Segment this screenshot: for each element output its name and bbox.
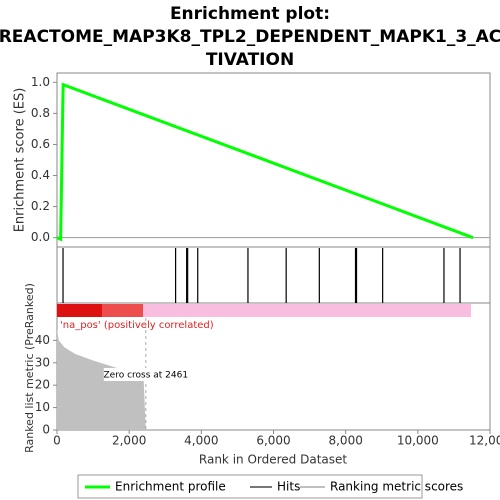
y-tick-label: 0.2 [31, 199, 50, 213]
y-tick-label: 0.4 [31, 168, 50, 182]
x-tick-label: 4,000 [184, 434, 218, 448]
y-tick-label: 30 [35, 355, 50, 369]
ranking-color-bar [57, 304, 471, 317]
color-bar-segment [102, 304, 143, 317]
y-tick-label: 0 [42, 423, 50, 437]
chart-title: Enrichment plot: [170, 4, 330, 24]
x-tick-label: 12,000 [469, 434, 500, 448]
x-tick-label: 2,000 [112, 434, 146, 448]
y-tick-label: 20 [35, 378, 50, 392]
y-tick-label: 40 [35, 333, 50, 347]
y-tick-label: 10 [35, 400, 50, 414]
legend-label: Ranking metric scores [330, 480, 463, 494]
y-axis-label: Enrichment score (ES) [13, 88, 28, 233]
annotation-bg [103, 368, 188, 381]
legend-label: Hits [277, 480, 300, 494]
metric-area [57, 329, 146, 430]
legend-label: Enrichment profile [115, 480, 226, 494]
x-axis-label: Rank in Ordered Dataset [199, 453, 347, 467]
chart-title: REACTOME_MAP3K8_TPL2_DEPENDENT_MAPK1_3_A… [0, 27, 500, 47]
color-bar-segment [57, 304, 102, 317]
y-axis-label: Ranked list metric (PreRanked) [23, 283, 36, 453]
y-tick-label: 0.8 [31, 106, 50, 120]
y-tick-label: 1.0 [31, 75, 50, 89]
chart-title: TIVATION [206, 50, 294, 70]
x-tick-label: 10,000 [397, 434, 439, 448]
y-tick-label: 0.6 [31, 137, 50, 151]
subtitle: 'na_pos' (positively correlated) [60, 320, 214, 331]
y-tick-label: 0.0 [31, 230, 50, 244]
x-tick-label: 6,000 [256, 434, 290, 448]
x-tick-label: 0 [53, 434, 61, 448]
es-line [56, 82, 474, 242]
annotation: Zero cross at 2461 [104, 371, 189, 381]
color-bar-segment [143, 304, 471, 317]
x-tick-label: 8,000 [328, 434, 362, 448]
